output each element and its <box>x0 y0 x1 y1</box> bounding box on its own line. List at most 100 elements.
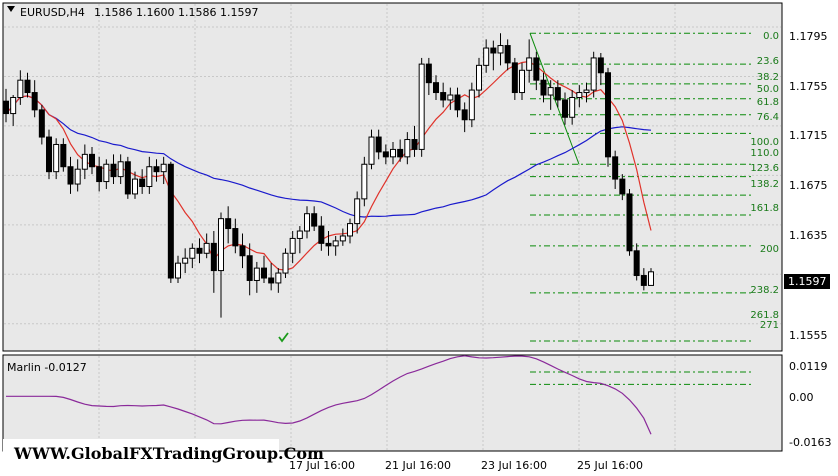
candle-bearish[interactable] <box>612 156 619 180</box>
candle-bullish[interactable] <box>160 163 167 173</box>
candle-bearish[interactable] <box>225 218 232 230</box>
candle-bearish[interactable] <box>3 100 9 115</box>
watermark-background <box>3 439 279 467</box>
candle-bullish[interactable] <box>468 89 475 121</box>
candle-bullish[interactable] <box>146 166 153 188</box>
candle-bullish[interactable] <box>339 235 346 242</box>
indicator-plot-area[interactable] <box>2 354 783 452</box>
candle-bearish[interactable] <box>454 94 461 111</box>
candle-bullish[interactable] <box>332 240 339 247</box>
candle-bullish[interactable] <box>117 161 124 178</box>
indicator-axis-label: 0.00 <box>789 391 814 404</box>
candle-bullish[interactable] <box>304 213 310 232</box>
candle-bearish[interactable] <box>461 109 468 121</box>
candle-bullish[interactable] <box>74 168 81 185</box>
candle-bullish[interactable] <box>418 63 425 150</box>
candle-bearish[interactable] <box>67 166 74 185</box>
candle-bullish[interactable] <box>583 89 590 94</box>
candle-bearish[interactable] <box>196 247 203 254</box>
candle-bearish[interactable] <box>167 163 174 279</box>
candle-bearish[interactable] <box>261 267 267 279</box>
candle-bearish[interactable] <box>110 163 117 178</box>
triangle-down-icon[interactable] <box>7 6 15 12</box>
candle-bearish[interactable] <box>425 63 432 84</box>
candle-bearish[interactable] <box>562 99 568 118</box>
candle-bearish[interactable] <box>246 255 253 281</box>
candle-bearish[interactable] <box>511 62 518 94</box>
candle-bearish[interactable] <box>139 178 146 188</box>
candle-bullish[interactable] <box>526 57 533 71</box>
candle-bearish[interactable] <box>540 79 547 96</box>
candle-bullish[interactable] <box>483 47 490 66</box>
candle-bullish[interactable] <box>17 79 24 98</box>
candle-bearish[interactable] <box>38 109 45 138</box>
candle-bearish[interactable] <box>239 245 246 257</box>
candle-bullish[interactable] <box>519 69 525 94</box>
candle-bullish[interactable] <box>289 237 296 254</box>
candle-bearish[interactable] <box>46 136 52 173</box>
candle-bullish[interactable] <box>203 242 210 254</box>
candle-bearish[interactable] <box>232 228 239 247</box>
candle-bullish[interactable] <box>476 64 482 91</box>
fib-label: 38.2 <box>757 72 779 83</box>
candle-bullish[interactable] <box>218 218 224 272</box>
candle-bearish[interactable] <box>411 139 418 150</box>
candle-bullish[interactable] <box>354 198 361 225</box>
candle-bullish[interactable] <box>10 96 17 115</box>
candle-bullish[interactable] <box>447 94 454 101</box>
candle-bullish[interactable] <box>547 87 554 96</box>
candle-bearish[interactable] <box>311 213 318 227</box>
candle-bullish[interactable] <box>361 163 368 200</box>
candle-bearish[interactable] <box>633 250 640 277</box>
candle-bearish[interactable] <box>325 242 332 247</box>
candle-bearish[interactable] <box>124 161 131 195</box>
candle-bullish[interactable] <box>576 92 583 98</box>
candle-bullish[interactable] <box>182 257 189 264</box>
candle-bullish[interactable] <box>81 153 88 170</box>
candle-bearish[interactable] <box>268 277 275 284</box>
candle-bullish[interactable] <box>648 271 654 286</box>
candle-bearish[interactable] <box>210 242 217 272</box>
candle-bearish[interactable] <box>440 92 447 101</box>
candle-bearish[interactable] <box>397 148 404 158</box>
candle-bullish[interactable] <box>347 223 353 237</box>
candle-bearish[interactable] <box>60 143 67 168</box>
candle-bearish[interactable] <box>153 166 160 173</box>
candle-bullish[interactable] <box>275 272 282 284</box>
candle-bearish[interactable] <box>96 166 103 183</box>
candle-bearish[interactable] <box>640 275 647 286</box>
candle-bearish[interactable] <box>554 87 561 101</box>
candle-bullish[interactable] <box>132 178 138 195</box>
candle-bearish[interactable] <box>375 136 382 153</box>
candle-bearish[interactable] <box>605 72 611 158</box>
candle-bullish[interactable] <box>590 57 597 91</box>
candle-bearish[interactable] <box>504 45 511 64</box>
candle-bullish[interactable] <box>253 267 260 281</box>
candle-bearish[interactable] <box>382 151 389 158</box>
candle-bullish[interactable] <box>175 262 181 279</box>
candle-bullish[interactable] <box>497 45 504 54</box>
candle-bearish[interactable] <box>490 47 497 54</box>
price-label: 1.1675 <box>789 179 828 192</box>
candlesticks[interactable] <box>3 33 654 318</box>
candle-bullish[interactable] <box>569 96 576 118</box>
candle-bearish[interactable] <box>318 225 325 244</box>
candle-bearish[interactable] <box>433 82 439 94</box>
candle-bullish[interactable] <box>390 148 396 158</box>
candle-bearish[interactable] <box>31 92 38 111</box>
candle-bearish[interactable] <box>626 193 633 252</box>
candle-bearish[interactable] <box>24 79 31 94</box>
candle-bearish[interactable] <box>533 57 540 81</box>
candle-bearish[interactable] <box>619 178 626 195</box>
candle-bullish[interactable] <box>404 139 411 158</box>
candle-bullish[interactable] <box>103 163 110 183</box>
candle-bullish[interactable] <box>53 143 60 173</box>
candle-bearish[interactable] <box>89 153 95 168</box>
candle-bullish[interactable] <box>282 252 289 274</box>
candle-bullish[interactable] <box>368 136 375 165</box>
candle-bullish[interactable] <box>296 230 303 239</box>
candle-bullish[interactable] <box>189 247 196 259</box>
fib-trendline[interactable] <box>529 33 580 165</box>
candle-bearish[interactable] <box>597 57 604 74</box>
